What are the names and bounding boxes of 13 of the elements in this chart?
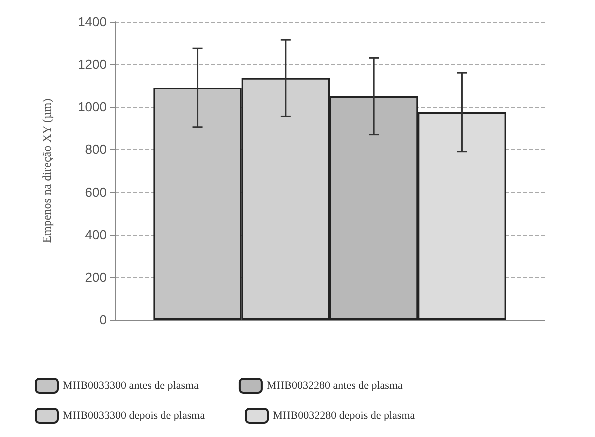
y-tick-label: 600	[85, 184, 107, 200]
y-tick-label: 800	[85, 142, 107, 158]
y-tick-label: 0	[100, 312, 107, 328]
legend-label: MHB0032280 antes de plasma	[266, 380, 404, 392]
legend-label: MHB0033300 depois de plasma	[63, 410, 206, 422]
y-axis-title: Empenos na direção XY (µm)	[40, 98, 54, 244]
y-tick-label: 200	[85, 270, 107, 285]
legend-label: MHB0033300 antes de plasma	[63, 380, 200, 392]
y-tick-label: 1200	[78, 57, 107, 72]
y-tick-label: 400	[85, 227, 107, 242]
y-tick-label: 1400	[78, 14, 107, 30]
y-tick-label: 1000	[78, 100, 107, 115]
legend-label: MHB0032280 depois de plasma	[273, 410, 416, 422]
